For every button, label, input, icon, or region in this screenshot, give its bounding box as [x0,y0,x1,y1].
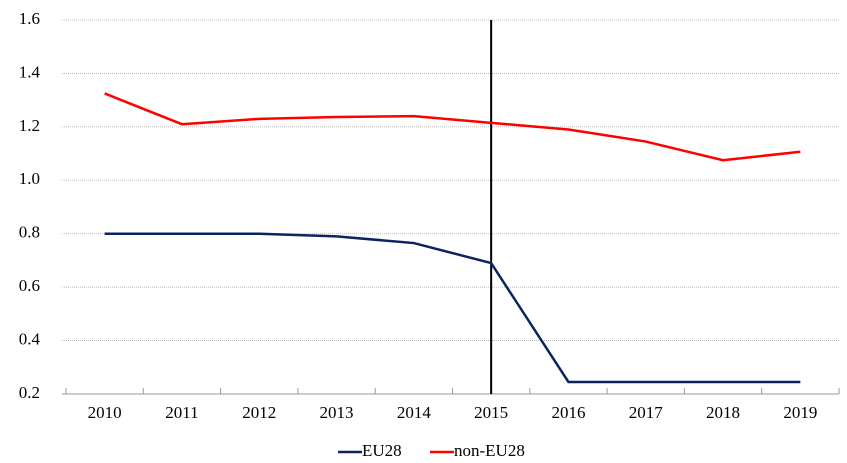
x-tick-label: 2017 [629,403,664,422]
x-tick-label: 2013 [320,403,354,422]
legend-label: non-EU28 [454,441,525,460]
y-tick-label: 1.2 [19,116,40,135]
series-line [104,232,801,384]
x-tick-label: 2012 [242,403,276,422]
y-tick-label: 1.6 [19,9,40,28]
x-tick-label: 2011 [165,403,198,422]
x-tick-label: 2016 [551,403,585,422]
x-tick-label: 2014 [397,403,432,422]
y-tick-label: 1.4 [19,62,41,81]
y-tick-label: 0.2 [19,383,40,402]
x-tick-label: 2019 [783,403,817,422]
legend-label: EU28 [362,441,402,460]
x-tick-label: 2015 [474,403,508,422]
series-line [104,92,801,162]
y-tick-label: 0.8 [19,223,40,242]
x-tick-label: 2010 [88,403,122,422]
y-tick-label: 0.4 [19,329,41,348]
y-tick-label: 0.6 [19,276,40,295]
y-tick-label: 1.0 [19,169,40,188]
x-tick-label: 2018 [706,403,740,422]
